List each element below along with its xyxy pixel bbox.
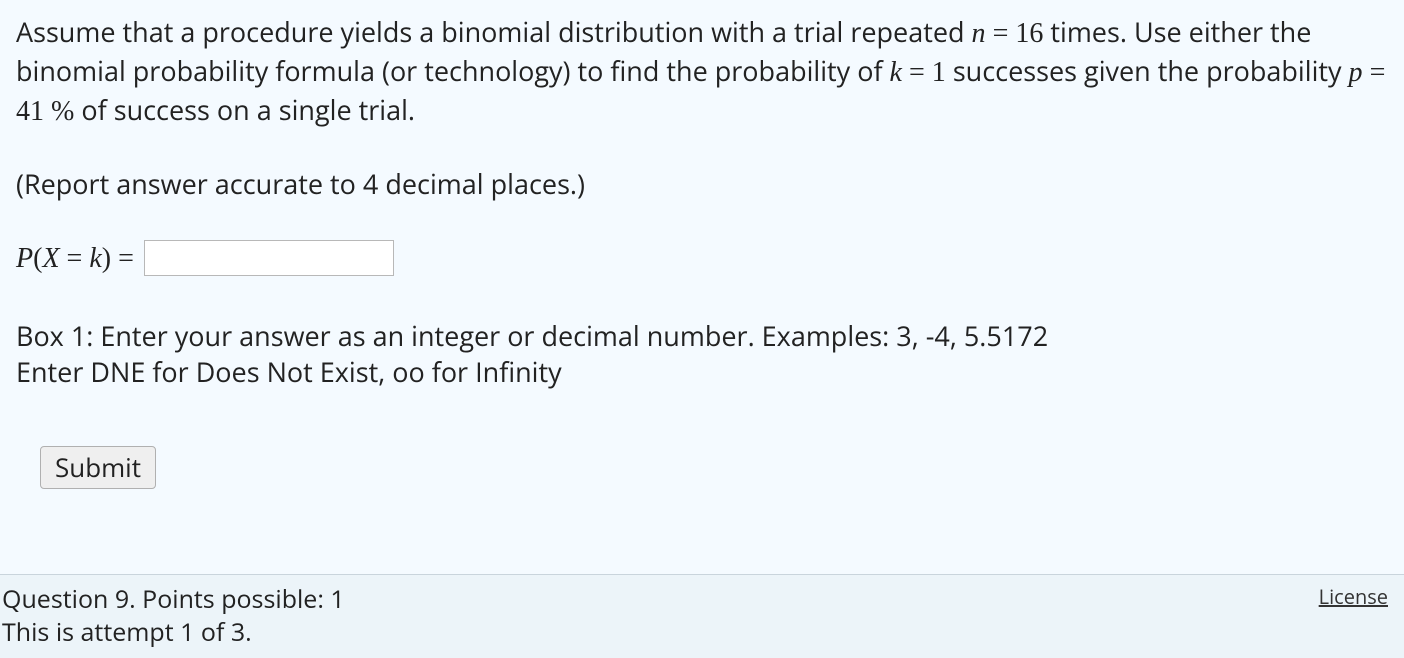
q-k-var: k <box>890 57 902 88</box>
lhs-X: X <box>42 243 59 274</box>
footer-right: License <box>1319 583 1388 610</box>
q-eq-3: = <box>1370 57 1386 88</box>
input-hint: Box 1: Enter your answer as an integer o… <box>16 318 1388 391</box>
q-eq-1: = <box>993 18 1016 49</box>
outer-eq: = <box>111 243 134 274</box>
q-n-var: n <box>972 18 986 49</box>
lhs-P: P <box>16 243 33 274</box>
lhs-k: k <box>89 243 101 274</box>
answer-lhs: P(X = k) = <box>16 239 134 278</box>
question-text: Assume that a procedure yields a binomia… <box>16 14 1388 130</box>
q-n-val: 16 <box>1015 18 1043 49</box>
q-p-var: p <box>1349 57 1363 88</box>
submit-area: Submit <box>16 446 1388 490</box>
q-k-val: 1 <box>932 57 946 88</box>
license-link[interactable]: License <box>1319 583 1388 610</box>
footer-points: Question 9. Points possible: 1 <box>2 583 345 617</box>
footer-inner: Question 9. Points possible: 1 This is a… <box>0 581 1404 658</box>
q-pct: % <box>51 96 74 127</box>
question-page: Assume that a procedure yields a binomia… <box>0 0 1404 658</box>
hint-line-2: Enter DNE for Does Not Exist, oo for Inf… <box>16 354 1388 390</box>
footer-attempt: This is attempt 1 of 3. <box>2 616 345 650</box>
lhs-eq: = <box>60 243 90 274</box>
answer-input[interactable] <box>144 240 394 276</box>
question-footer: Question 9. Points possible: 1 This is a… <box>0 574 1404 658</box>
submit-button[interactable]: Submit <box>40 446 156 490</box>
q-text-3: successes given the probability <box>953 52 1349 89</box>
lhs-close: ) <box>102 243 111 274</box>
accuracy-instruction: (Report answer accurate to 4 decimal pla… <box>16 166 1388 202</box>
q-text-1: Assume that a procedure yields a binomia… <box>16 13 972 50</box>
q-text-4: of success on a single trial. <box>81 91 415 128</box>
q-p-val: 41 <box>16 96 44 127</box>
footer-left: Question 9. Points possible: 1 This is a… <box>2 583 345 651</box>
answer-row: P(X = k) = <box>16 239 1388 278</box>
q-eq-2: = <box>909 57 932 88</box>
question-content: Assume that a procedure yields a binomia… <box>0 0 1404 489</box>
hint-line-1: Box 1: Enter your answer as an integer o… <box>16 318 1388 354</box>
